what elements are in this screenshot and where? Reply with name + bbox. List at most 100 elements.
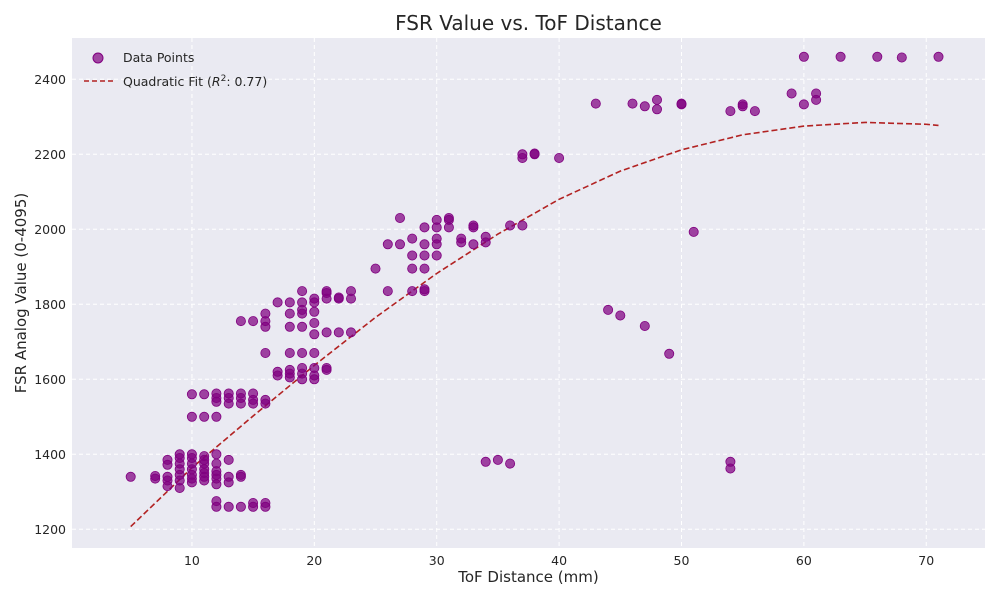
data-point xyxy=(272,297,283,308)
x-tick-label: 20 xyxy=(306,553,322,568)
data-point xyxy=(297,362,308,373)
legend-points-marker xyxy=(92,52,104,64)
data-point xyxy=(664,348,675,359)
data-point xyxy=(443,212,454,223)
data-point xyxy=(517,220,528,231)
y-tick-label: 1400 xyxy=(34,447,66,462)
data-point xyxy=(603,304,614,315)
data-point xyxy=(248,497,259,508)
data-point xyxy=(186,389,197,400)
data-point xyxy=(456,233,467,244)
data-point xyxy=(431,250,442,261)
x-tick-label: 40 xyxy=(551,553,567,568)
data-point xyxy=(260,308,271,319)
data-point xyxy=(297,321,308,332)
data-point xyxy=(394,239,405,250)
data-point xyxy=(223,501,234,512)
y-tick-label: 1200 xyxy=(34,522,66,537)
data-point xyxy=(345,327,356,338)
data-point xyxy=(297,286,308,297)
x-tick-label: 30 xyxy=(429,553,445,568)
data-point xyxy=(284,364,295,375)
data-point xyxy=(652,94,663,105)
data-point xyxy=(162,454,173,465)
x-tick-label: 10 xyxy=(184,553,200,568)
data-point xyxy=(260,394,271,405)
data-point xyxy=(297,297,308,308)
data-point xyxy=(125,471,136,482)
data-point xyxy=(284,297,295,308)
data-point xyxy=(186,449,197,460)
data-point xyxy=(309,329,320,340)
data-point xyxy=(480,231,491,242)
data-point xyxy=(492,454,503,465)
data-point xyxy=(284,308,295,319)
data-point xyxy=(517,149,528,160)
data-point xyxy=(235,388,246,399)
data-point xyxy=(235,316,246,327)
x-tick-label: 70 xyxy=(918,553,934,568)
legend: Data Points Quadratic Fit (R2: 0.77) xyxy=(84,50,267,89)
data-point xyxy=(725,463,736,474)
plot-area xyxy=(72,38,985,548)
data-point xyxy=(345,286,356,297)
data-point xyxy=(786,88,797,99)
data-point xyxy=(725,106,736,117)
data-point xyxy=(309,317,320,328)
x-axis-label: ToF Distance (mm) xyxy=(457,568,598,586)
data-point xyxy=(186,411,197,422)
data-point xyxy=(162,471,173,482)
data-point xyxy=(529,148,540,159)
quadratic-fit-line xyxy=(130,121,939,528)
data-point xyxy=(468,220,479,231)
data-point xyxy=(321,327,332,338)
legend-points-label: Data Points xyxy=(123,50,194,65)
data-point xyxy=(394,212,405,223)
data-point xyxy=(749,106,760,117)
y-tick-label: 1800 xyxy=(34,297,66,312)
y-tick-label: 2400 xyxy=(34,72,66,87)
data-point xyxy=(284,321,295,332)
data-point xyxy=(554,152,565,163)
data-point xyxy=(627,98,638,109)
data-point xyxy=(248,316,259,327)
x-axis-ticks: 10 20 30 40 50 60 70 xyxy=(184,553,934,568)
data-point xyxy=(407,233,418,244)
data-point xyxy=(211,458,222,469)
data-point xyxy=(235,469,246,480)
data-point xyxy=(505,220,516,231)
data-point xyxy=(431,214,442,225)
data-point xyxy=(211,496,222,507)
legend-fit-label: Quadratic Fit (R2: 0.77) xyxy=(123,74,267,89)
data-point xyxy=(272,366,283,377)
data-point xyxy=(896,52,907,63)
legend-fit-superscript: 2 xyxy=(221,74,227,84)
y-axis-ticks: 1200 1400 1600 1800 2000 2200 2400 xyxy=(34,72,66,537)
data-point xyxy=(652,104,663,115)
data-point xyxy=(419,222,430,233)
data-point xyxy=(407,286,418,297)
chart-title: FSR Value vs. ToF Distance xyxy=(395,11,662,35)
data-point xyxy=(150,470,161,481)
data-point xyxy=(798,51,809,62)
data-point xyxy=(615,310,626,321)
data-point xyxy=(407,263,418,274)
data-point xyxy=(333,292,344,303)
data-point xyxy=(872,51,883,62)
data-point xyxy=(321,362,332,373)
data-point xyxy=(248,388,259,399)
y-axis-label: FSR Analog Value (0-4095) xyxy=(12,193,30,393)
data-point xyxy=(211,449,222,460)
data-point xyxy=(811,88,822,99)
data-point xyxy=(309,306,320,317)
y-tick-label: 1600 xyxy=(34,372,66,387)
legend-fit-suffix: : 0.77) xyxy=(226,74,267,89)
data-point xyxy=(370,263,381,274)
data-point xyxy=(199,411,210,422)
data-point xyxy=(309,347,320,358)
data-point xyxy=(798,99,809,110)
data-point xyxy=(407,250,418,261)
data-point xyxy=(333,327,344,338)
data-point xyxy=(174,449,185,460)
